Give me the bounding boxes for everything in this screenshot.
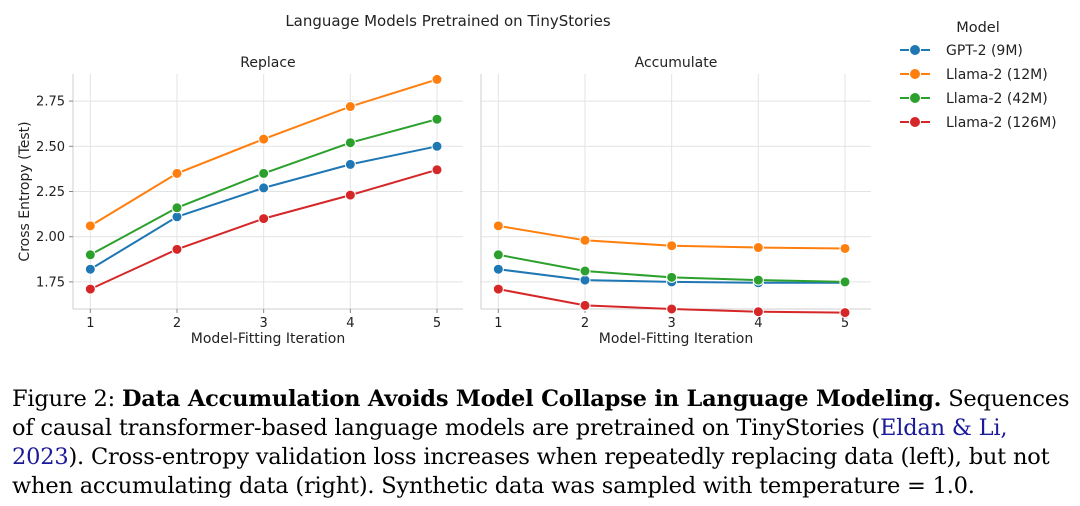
x-tick-label: 4 (346, 316, 354, 331)
data-point (431, 164, 443, 176)
caption-label: Figure 2: (12, 386, 116, 412)
x-tick-label: 5 (433, 316, 441, 331)
x-tick-label: 3 (260, 316, 268, 331)
data-point (492, 263, 504, 275)
data-point (666, 240, 678, 252)
data-point (171, 211, 183, 223)
data-point (84, 249, 96, 261)
legend-entry-label: Llama-2 (12M) (946, 67, 1048, 83)
panel-accumulate: Accumulate 1 2 3 4 5 Model-Fitting Iteration (480, 55, 871, 347)
panel-title: Accumulate (635, 55, 718, 71)
x-axis-label: Model-Fitting Iteration (191, 331, 345, 347)
caption-citation-link[interactable]: Eldan & Li, 2023 (12, 415, 1008, 470)
data-point (344, 137, 356, 149)
data-point (431, 140, 443, 152)
data-point (579, 265, 591, 277)
data-point (752, 306, 764, 318)
y-tick-label: 1.75 (36, 275, 65, 290)
x-tick-label: 4 (754, 316, 762, 331)
data-point (258, 213, 270, 225)
data-point (666, 271, 678, 283)
figure-caption: Figure 2: Data Accumulation Avoids Model… (12, 385, 1072, 501)
data-point (431, 113, 443, 125)
y-tick-label: 2.25 (36, 185, 65, 200)
data-point (171, 167, 183, 179)
data-point (579, 299, 591, 311)
caption-text-after-cite: ). Cross-entropy validation loss increas… (12, 444, 1050, 499)
legend-swatch-marker (909, 92, 921, 104)
y-tick-label: 2.75 (36, 95, 65, 110)
caption-text-before-cite: Sequences of causal transformer-based la… (12, 386, 1070, 441)
data-point (344, 101, 356, 113)
legend-swatch-marker (909, 116, 921, 128)
legend: Model GPT-2 (9M) Llama-2 (12M) Llama-2 (42… (900, 20, 1057, 131)
x-tick-label: 1 (86, 316, 94, 331)
x-tick-label: 2 (173, 316, 181, 331)
data-point (344, 158, 356, 170)
panel-replace: Replace 1 2 3 4 5 Model-Fitting Iteration 1.75 2… (17, 55, 463, 347)
data-point (171, 243, 183, 255)
data-point (579, 274, 591, 286)
data-point (492, 283, 504, 295)
x-tick-label: 5 (841, 316, 849, 331)
legend-entry-label: Llama-2 (126M) (946, 115, 1057, 131)
y-tick-label: 2.50 (36, 140, 65, 155)
data-point (666, 303, 678, 315)
data-point (579, 234, 591, 246)
figure-suptitle: Language Models Pretrained on TinyStorie… (285, 12, 611, 30)
data-point (171, 202, 183, 214)
data-point (84, 283, 96, 295)
data-point (839, 242, 851, 254)
legend-entry-label: Llama-2 (42M) (946, 91, 1048, 107)
data-point (258, 133, 270, 145)
legend-swatch-marker (909, 44, 921, 56)
legend-title: Model (956, 20, 1000, 36)
data-point (839, 276, 851, 288)
legend-swatch-marker (909, 68, 921, 80)
data-point (752, 242, 764, 254)
x-axis-label: Model-Fitting Iteration (599, 331, 753, 347)
x-tick-label: 3 (668, 316, 676, 331)
data-point (344, 189, 356, 201)
figure-canvas: Language Models Pretrained on TinyStorie… (17, 12, 1057, 347)
y-tick-label: 2.00 (36, 230, 65, 245)
data-point (431, 73, 443, 85)
legend-entry-label: GPT-2 (9M) (946, 43, 1023, 59)
data-point (752, 274, 764, 286)
data-point (84, 220, 96, 232)
data-point (84, 263, 96, 275)
data-point (258, 167, 270, 179)
caption-bold-title: Data Accumulation Avoids Model Collapse … (121, 386, 942, 412)
data-point (839, 307, 851, 319)
data-point (258, 182, 270, 194)
x-tick-label: 1 (494, 316, 502, 331)
data-point (492, 249, 504, 261)
data-point (492, 220, 504, 232)
y-axis-label: Cross Entropy (Test) (17, 121, 33, 261)
x-tick-label: 2 (581, 316, 589, 331)
panel-title: Replace (240, 55, 295, 71)
